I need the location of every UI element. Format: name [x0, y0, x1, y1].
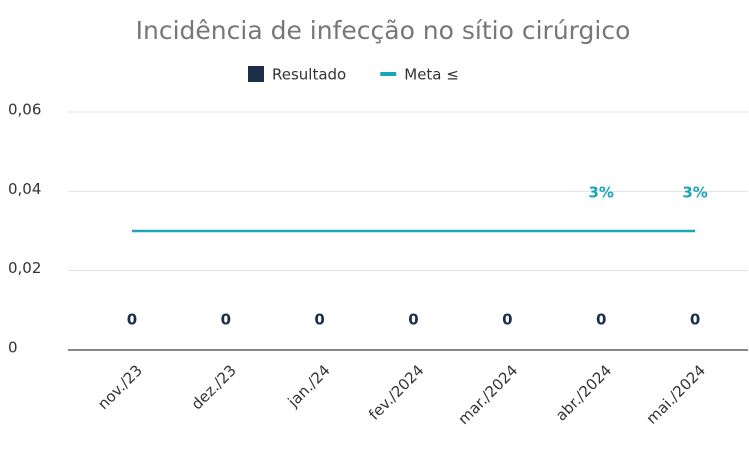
x-tick-label: dez./23 — [188, 361, 240, 413]
y-tick-label: 0 — [8, 339, 18, 357]
x-tick-label: nov./23 — [94, 361, 146, 413]
x-tick-label: mar./2024 — [454, 361, 521, 428]
legend-label: Resultado — [272, 66, 346, 84]
line-value-label: 3% — [588, 184, 613, 202]
bar-value-label: 0 — [127, 311, 137, 329]
bar-value-label: 0 — [690, 311, 700, 329]
x-tick-label: jan./24 — [284, 361, 334, 411]
legend-swatch — [380, 72, 397, 76]
bar-value-label: 0 — [408, 311, 418, 329]
y-tick-label: 0,06 — [8, 101, 41, 119]
legend-swatch — [248, 66, 264, 82]
y-tick-label: 0,04 — [8, 180, 41, 198]
bar-value-label: 0 — [596, 311, 606, 329]
chart-title: Incidência de infecção no sítio cirúrgic… — [136, 16, 631, 45]
bar-value-label: 0 — [221, 311, 231, 329]
x-tick-label: mai./2024 — [643, 361, 709, 427]
legend-label: Meta ≤ — [404, 66, 459, 84]
bar-value-label: 0 — [502, 311, 512, 329]
line-value-label: 3% — [682, 184, 707, 202]
y-tick-label: 0,02 — [8, 259, 41, 277]
bar-value-label: 0 — [314, 311, 324, 329]
x-tick-label: abr./2024 — [552, 361, 615, 424]
x-tick-label: fev./2024 — [365, 361, 427, 423]
